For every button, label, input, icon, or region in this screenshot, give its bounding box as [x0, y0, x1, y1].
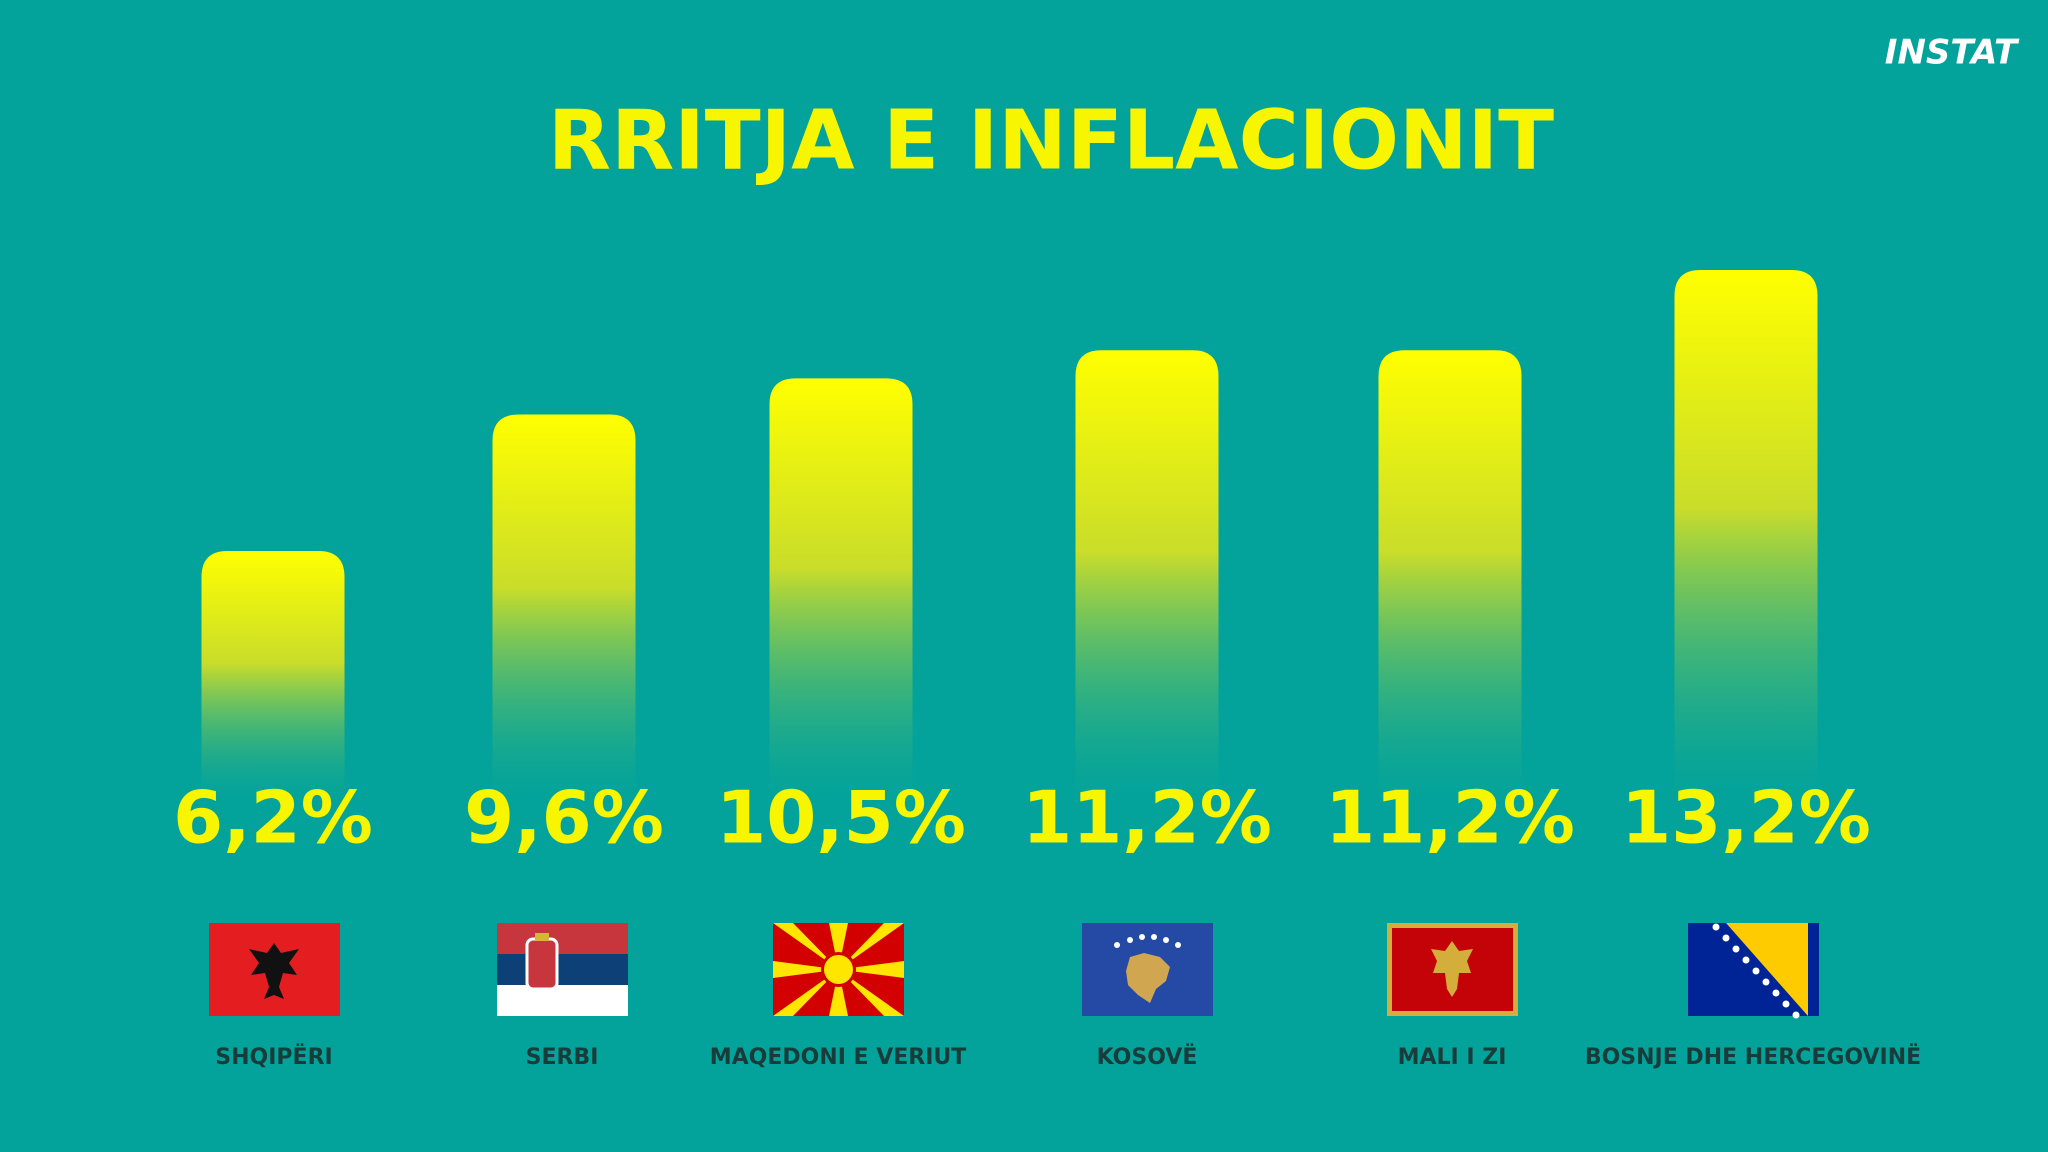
bar [1674, 270, 1818, 800]
flag-montenegro [1387, 923, 1518, 1016]
category-label: SERBI [526, 1045, 599, 1070]
labels: 6,2% SHQIPËRI 9,6% SERBI 10,5% MAQEDONI E VER… [173, 776, 1921, 1070]
bar [492, 414, 636, 800]
category-label: BOSNJE DHE HERCEGOVINË [1585, 1044, 1921, 1070]
bar [1075, 350, 1219, 800]
category-label: SHQIPËRI [215, 1044, 332, 1070]
category-label: MALI I ZI [1398, 1045, 1507, 1070]
value-label: 9,6% [464, 776, 664, 860]
chart-title: RRITJA E INFLACIONIT [548, 93, 1554, 188]
logo: INSTAT [1885, 33, 2020, 73]
flag-kosovo [1082, 923, 1213, 1016]
flag-north-macedonia [773, 923, 904, 1016]
bar [769, 378, 913, 800]
bar [1378, 350, 1522, 800]
category-label: KOSOVË [1097, 1044, 1198, 1070]
value-label: 11,2% [1325, 776, 1575, 860]
flag-albania [209, 923, 340, 1016]
value-label: 13,2% [1621, 776, 1871, 860]
value-label: 10,5% [716, 776, 966, 860]
bar [201, 551, 345, 800]
bars [201, 270, 1818, 800]
category-label: MAQEDONI E VERIUT [710, 1045, 967, 1070]
value-label: 11,2% [1022, 776, 1272, 860]
flag-bosnia [1688, 923, 1819, 1019]
value-label: 6,2% [173, 776, 373, 860]
flag-serbia [497, 923, 628, 1016]
